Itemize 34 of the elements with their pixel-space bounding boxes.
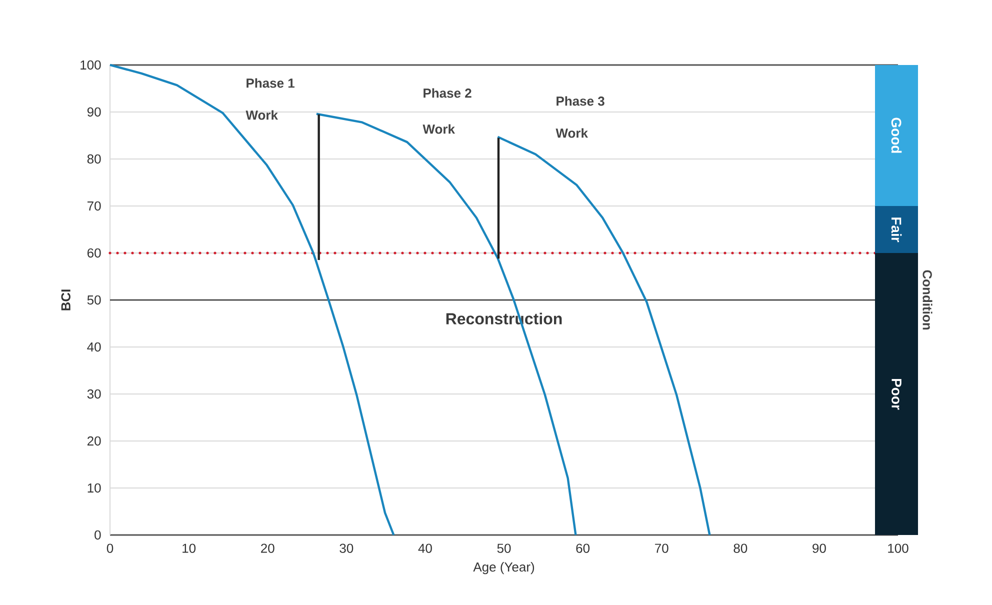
x-axis-title: Age (Year) [473, 562, 534, 574]
y-tick-label: 20 [87, 436, 101, 446]
y2-axis-title: Condition [922, 270, 932, 330]
annotation: Phase 2 [424, 88, 472, 98]
y-tick-label: 30 [87, 389, 101, 399]
x-tick-label: 40 [418, 544, 432, 553]
series-label: Fair [891, 218, 902, 242]
y-tick-label: 40 [87, 342, 101, 352]
y-tick-label: 70 [88, 201, 101, 211]
x-tick-label: 60 [576, 544, 590, 553]
series-label: Good [891, 118, 902, 153]
y-tick-label: 80 [87, 154, 101, 164]
y-tick-label: 10 [88, 483, 101, 493]
series-label: Poor [892, 378, 902, 410]
y-axis-title: BCI [61, 290, 70, 310]
annotation: Work [556, 128, 588, 138]
x-tick-label: 30 [340, 544, 354, 553]
y-tick-label: 90 [87, 107, 101, 117]
y-tick-label: 100 [80, 60, 101, 70]
x-tick-label: 50 [497, 544, 511, 553]
annotation: Work [422, 124, 456, 134]
x-tick-label: 100 [888, 544, 908, 553]
annotation: Phase 1 [246, 78, 294, 88]
x-tick-label: 80 [734, 544, 748, 553]
x-tick-label: 90 [812, 544, 826, 553]
x-tick-label: 0 [106, 544, 114, 553]
y-tick-label: 50 [87, 295, 101, 305]
annotation: Phase 3 [556, 96, 604, 106]
x-tick-label: 10 [182, 544, 196, 553]
annotation: Work [246, 110, 278, 120]
y-tick-label: 60 [88, 248, 101, 258]
y-tick-label: 0 [94, 530, 101, 540]
x-tick-label: 70 [655, 544, 668, 553]
x-tick-label: 20 [261, 544, 274, 553]
